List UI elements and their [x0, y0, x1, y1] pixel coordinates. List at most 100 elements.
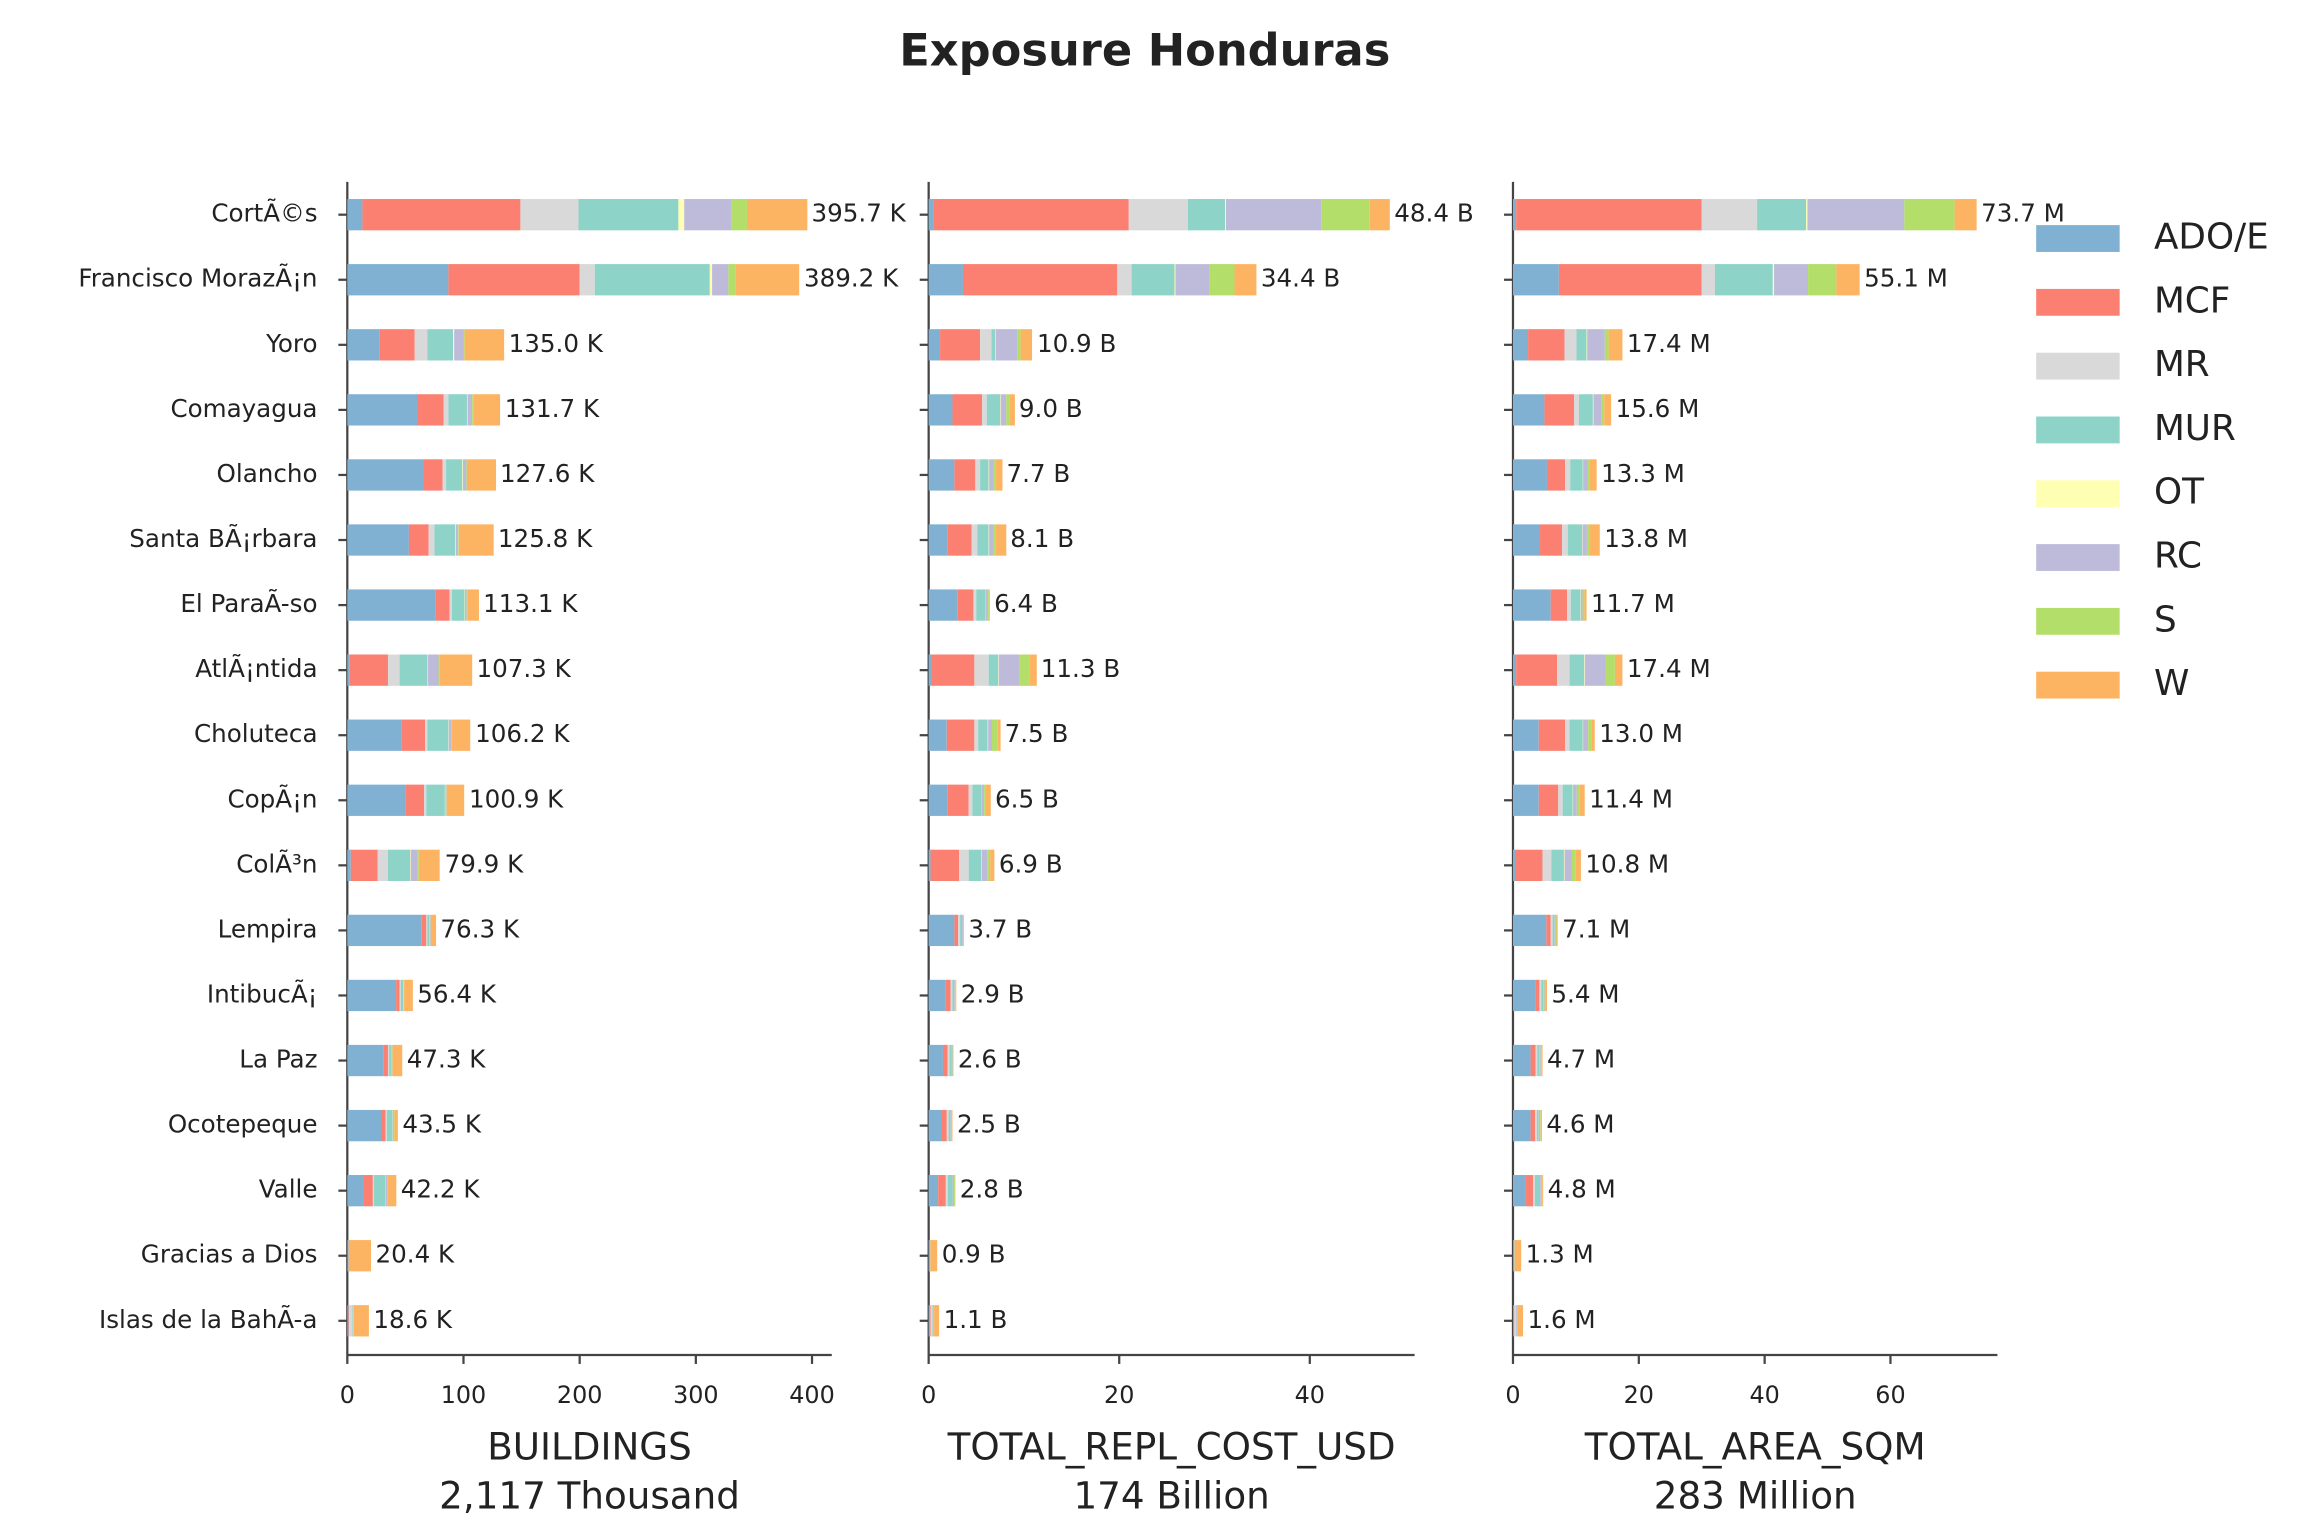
bar-segment — [928, 849, 931, 881]
bar-segment — [987, 849, 991, 881]
bar-segment — [947, 1175, 953, 1207]
bar-segment — [400, 979, 404, 1012]
bar-segment — [451, 719, 471, 751]
bar-segment — [933, 199, 1129, 231]
bar-segment — [347, 394, 418, 426]
bar-segment — [947, 1044, 950, 1077]
bar-segment — [467, 394, 473, 426]
bar-segment — [1019, 654, 1030, 686]
y-tick-label: IntibucÃ¡ — [207, 978, 318, 1008]
bar-segment — [1584, 589, 1587, 621]
y-tick-label: Olancho — [217, 459, 318, 488]
bar-segment — [1020, 329, 1033, 361]
bar-segment — [946, 1109, 949, 1142]
bar-segment — [442, 459, 447, 491]
bar-segment — [1558, 264, 1702, 296]
bar-segment — [930, 1240, 938, 1272]
bar-segment — [1543, 979, 1545, 1012]
bar-segment — [1512, 199, 1517, 231]
bar-segment — [347, 1044, 384, 1077]
y-tick-label: Valle — [259, 1175, 318, 1204]
bar-segment — [1512, 719, 1539, 751]
bar-segment — [952, 979, 955, 1012]
legend-swatch — [2036, 288, 2120, 316]
bar-segment — [952, 394, 983, 426]
bar-segment — [1128, 199, 1188, 231]
bar-segment — [976, 589, 986, 621]
bar-segment — [410, 849, 418, 881]
bar-segment — [428, 524, 435, 556]
bar-segment — [977, 524, 989, 556]
bar-segment — [684, 199, 732, 231]
legend-swatch — [2036, 416, 2120, 444]
bar-segment — [1530, 1044, 1536, 1077]
bar-segment — [1514, 1240, 1522, 1272]
bar-segment — [928, 914, 955, 947]
bar-segment — [1512, 1044, 1531, 1077]
bar-segment — [990, 849, 995, 881]
total-label: 17.4 M — [1627, 329, 1711, 358]
bar-segment — [372, 1175, 375, 1207]
total-label: 13.0 M — [1599, 719, 1683, 748]
bar-segment — [1557, 654, 1570, 686]
bar-segment — [1563, 849, 1565, 881]
bar-segment — [1512, 524, 1541, 556]
bar-segment — [394, 1109, 398, 1142]
bar-segment — [520, 199, 579, 231]
total-label: 55.1 M — [1864, 264, 1948, 293]
bar-segment — [991, 329, 996, 361]
total-label: 56.4 K — [417, 979, 497, 1008]
bar-segment — [1604, 329, 1609, 361]
bar-segment — [1576, 329, 1587, 361]
bar-segment — [392, 1109, 395, 1142]
bar-segment — [949, 1044, 952, 1077]
y-tick-label: AtlÃ¡ntida — [195, 653, 317, 683]
bar-segment — [992, 719, 998, 751]
bar-segment — [1567, 524, 1583, 556]
total-label: 20.4 K — [375, 1240, 455, 1269]
bar-segment — [466, 394, 468, 426]
bar-segment — [399, 654, 428, 686]
bar-segment — [1555, 914, 1557, 947]
bar-segment — [392, 1044, 403, 1077]
bar-segment — [975, 459, 981, 491]
bar-segment — [928, 654, 932, 686]
bar-segment — [1565, 719, 1570, 751]
total-label: 48.4 B — [1394, 199, 1473, 228]
bar-segment — [347, 1240, 348, 1272]
bar-segment — [1587, 329, 1605, 361]
bar-segment — [466, 459, 467, 491]
legend-swatch — [2036, 480, 2120, 508]
bar-segment — [1534, 1175, 1541, 1207]
bar-segment — [1575, 849, 1581, 881]
bar-segment — [709, 264, 713, 296]
bar-segment — [1369, 199, 1390, 231]
bar-segment — [347, 849, 351, 881]
bar-segment — [1539, 1044, 1541, 1077]
bar-segment — [448, 394, 467, 426]
bar-segment — [1954, 199, 1977, 231]
bar-segment — [1537, 1044, 1540, 1077]
total-label: 6.4 B — [994, 589, 1058, 618]
bar-segment — [1512, 784, 1539, 816]
bar-segment — [1587, 459, 1590, 491]
bar-segment — [934, 1305, 940, 1337]
bar-segment — [974, 654, 989, 686]
bar-segment — [1533, 1175, 1535, 1207]
y-tick-label: CopÃ¡n — [227, 783, 317, 813]
legend-label: ADO/E — [2154, 217, 2269, 258]
bar-segment — [1536, 1109, 1539, 1142]
bar-segment — [928, 459, 955, 491]
total-label: 3.7 B — [968, 914, 1032, 943]
bar-segment — [1808, 264, 1837, 296]
bar-segment — [446, 784, 465, 816]
bar-segment — [1551, 849, 1564, 881]
bar-segment — [1584, 654, 1585, 686]
y-tick-label: Santa BÃ¡rbara — [129, 523, 317, 553]
bar-segment — [1774, 264, 1809, 296]
bar-segment — [928, 784, 948, 816]
bar-segment — [1512, 849, 1516, 881]
bar-segment — [946, 719, 975, 751]
total-label: 2.5 B — [957, 1110, 1021, 1139]
